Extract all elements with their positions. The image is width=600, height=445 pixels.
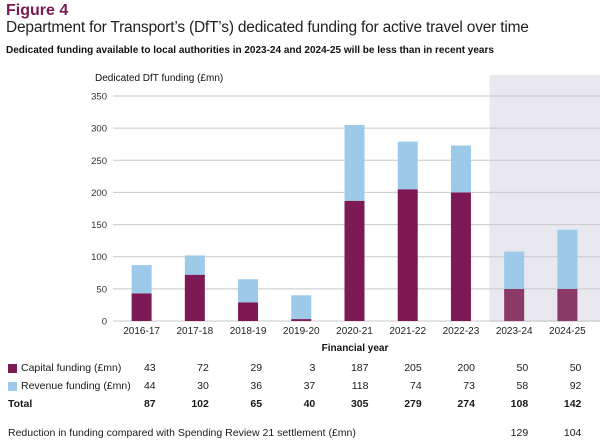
- total-row-value: 142: [563, 398, 582, 410]
- capital-bar-2023-24: [504, 288, 525, 321]
- capital-funding-row-value: 205: [404, 362, 422, 374]
- x-tick-label: 2020-21: [336, 326, 373, 337]
- y-tick-label: 250: [91, 156, 107, 167]
- x-tick-label: 2023-24: [496, 326, 533, 337]
- x-tick-label: 2024-25: [549, 326, 586, 337]
- capital-funding-row-value: 187: [350, 362, 369, 374]
- capital-bar-2016-17: [131, 293, 152, 321]
- x-tick-label: 2018-19: [230, 326, 267, 337]
- x-tick-label: 2019-20: [283, 326, 320, 337]
- total-row-value: 40: [303, 398, 316, 410]
- total-row-label: Total: [8, 398, 33, 410]
- capital-funding-row-value: 43: [143, 362, 156, 374]
- revenue-funding-row-value: 36: [250, 380, 263, 392]
- x-axis-title: Financial year: [322, 343, 389, 354]
- capital-funding-row-value: 3: [309, 362, 316, 374]
- capital-funding-row-value: 50: [569, 362, 582, 374]
- total-row-value: 305: [350, 398, 369, 410]
- revenue-bar-2023-24: [504, 251, 525, 289]
- revenue-funding-row-value: 44: [143, 380, 156, 392]
- y-tick-label: 50: [96, 284, 107, 295]
- capital-bar-2021-22: [397, 189, 418, 321]
- capital-funding-row-value: 200: [457, 362, 475, 374]
- revenue-funding-row-value: 58: [516, 380, 529, 392]
- x-tick-label: 2021-22: [389, 326, 426, 337]
- stacked-bar-chart: Dedicated DfT funding (£mn) 0 50 100 150 200 2…: [91, 73, 600, 354]
- y-axis-title: Dedicated DfT funding (£mn): [95, 73, 223, 84]
- revenue-funding-row-value: 73: [463, 380, 475, 392]
- y-tick-label: 100: [91, 252, 107, 263]
- y-tick-label: 0: [102, 317, 107, 328]
- capital-bar-2024-25: [557, 288, 578, 321]
- figure-subtitle: Dedicated funding available to local aut…: [6, 45, 494, 56]
- total-row-value: 102: [191, 398, 209, 410]
- capital-funding-row-value: 29: [250, 362, 263, 374]
- revenue-bar-2019-20: [291, 295, 312, 320]
- revenue-funding-row-legend-swatch: [8, 382, 17, 391]
- capital-bar-2022-23: [450, 192, 471, 321]
- revenue-funding-row-value: 30: [197, 380, 209, 392]
- revenue-funding-row-value: 92: [569, 380, 582, 392]
- y-tick-label: 350: [91, 92, 107, 103]
- capital-bar-2019-20: [291, 319, 312, 321]
- revenue-funding-row-value: 74: [410, 380, 422, 392]
- capital-funding-row-legend-swatch: [8, 364, 17, 373]
- y-tick-label: 300: [91, 124, 107, 135]
- reduction-row-value: 104: [563, 427, 582, 439]
- total-row-value: 65: [250, 398, 263, 410]
- reduction-row: Reduction in funding compared with Spend…: [0, 427, 600, 443]
- reduction-row-label: Reduction in funding compared with Spend…: [8, 427, 356, 439]
- total-row-value: 279: [404, 398, 422, 410]
- revenue-funding-row-label: Revenue funding (£mn): [21, 380, 131, 392]
- capital-bar-2020-21: [344, 200, 365, 321]
- revenue-bar-2022-23: [450, 145, 471, 193]
- total-row-value: 274: [457, 398, 475, 410]
- revenue-bar-2024-25: [557, 229, 578, 289]
- revenue-funding-row-value: 118: [351, 380, 369, 392]
- x-tick-label: 2016-17: [123, 326, 160, 337]
- total-row: Total 87 102 65 40 305 279 274 108 142: [0, 398, 600, 414]
- capital-funding-row: Capital funding (£mn) 43 72 29 3 187 205 200 50 5…: [0, 362, 600, 378]
- revenue-bar-2021-22: [397, 141, 418, 190]
- revenue-bar-2017-18: [184, 255, 205, 275]
- x-tick-label: 2017-18: [176, 326, 213, 337]
- figure-title: Department for Transport’s (DfT’s) dedic…: [6, 19, 529, 36]
- x-tick-label: 2022-23: [443, 326, 480, 337]
- revenue-bar-2020-21: [344, 124, 365, 201]
- capital-bar-2017-18: [184, 274, 205, 321]
- revenue-funding-row-value: 37: [303, 380, 316, 392]
- capital-funding-row-value: 50: [516, 362, 529, 374]
- capital-funding-row-label: Capital funding (£mn): [21, 362, 122, 374]
- reduction-row-value: 129: [510, 427, 529, 439]
- figure-label: Figure 4: [6, 2, 69, 19]
- revenue-funding-row: Revenue funding (£mn) 44 30 36 37 118 74 73 58 92: [0, 380, 600, 396]
- revenue-bar-2016-17: [131, 265, 152, 294]
- y-tick-label: 150: [91, 220, 107, 231]
- capital-bar-2018-19: [238, 302, 259, 321]
- capital-funding-row-value: 72: [197, 362, 209, 374]
- total-row-value: 108: [510, 398, 529, 410]
- revenue-bar-2018-19: [238, 279, 259, 303]
- y-tick-label: 200: [91, 188, 107, 199]
- total-row-value: 87: [143, 398, 156, 410]
